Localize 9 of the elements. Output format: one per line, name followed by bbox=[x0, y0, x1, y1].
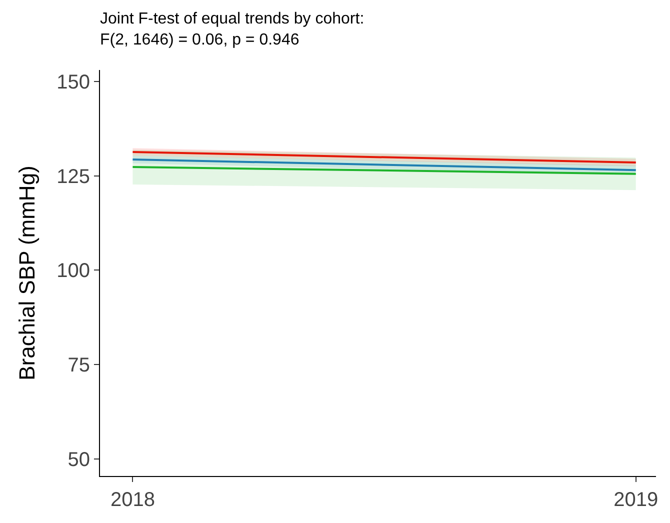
y-axis-title: Brachial SBP (mmHg) bbox=[14, 166, 40, 380]
y-tick-label: 75 bbox=[68, 354, 90, 377]
y-tick-label: 150 bbox=[56, 71, 90, 94]
x-tick-label: 2019 bbox=[614, 489, 658, 511]
x-tick-label: 2018 bbox=[110, 489, 155, 511]
chart-title: Joint F-test of equal trends by cohort: F(2, 1646) = 0.06, p = 0.946 bbox=[100, 10, 364, 48]
y-tick-label: 125 bbox=[56, 166, 90, 188]
y-tick-label: 50 bbox=[68, 449, 90, 471]
y-tick-label: 100 bbox=[56, 260, 90, 282]
